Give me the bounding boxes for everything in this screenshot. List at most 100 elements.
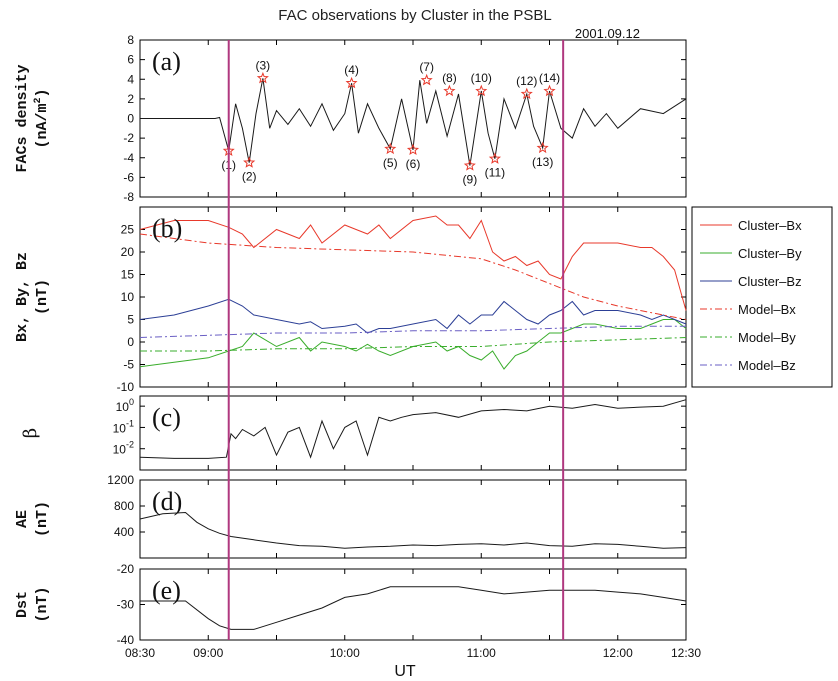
panel-4: 400 800 1200 (d) AE (nT): [14, 473, 687, 559]
series-line-cluster-by: [139, 319, 687, 370]
series-line-p1: [140, 78, 687, 166]
y-tick-label: 20: [121, 245, 135, 259]
figure-date: 2001.09.12: [575, 26, 640, 41]
series-line-model-by: [140, 337, 687, 352]
event-label: (11): [485, 166, 505, 180]
y-axis-unit: (nA/m2): [33, 88, 51, 148]
y-tick-label: -6: [123, 170, 134, 184]
event-label: (4): [344, 63, 359, 77]
y-axis-label: β: [20, 428, 41, 438]
y-tick-label: -8: [123, 190, 134, 204]
panels-group: -8-6-4-202468(1)(2)(3)(4)(5)(6)(7)(8)(9)…: [14, 33, 701, 660]
panel-frame: [139, 479, 687, 559]
y-tick-label: -40: [117, 633, 135, 647]
legend-entry: Model–Bx: [738, 302, 796, 317]
y-tick-label: -10: [117, 380, 135, 394]
panel-1: -8-6-4-202468(1)(2)(3)(4)(5)(6)(7)(8)(9)…: [14, 33, 687, 204]
legend-entry: Cluster–Bx: [738, 218, 802, 233]
y-tick-label: -20: [117, 562, 135, 576]
y-tick-label: -30: [117, 598, 135, 612]
x-tick-label: 12:30: [671, 646, 701, 660]
y-tick-label: -4: [123, 151, 134, 165]
y-tick-label: 15: [121, 268, 135, 282]
event-label: (2): [242, 170, 257, 184]
panel-letter: (c): [152, 403, 181, 432]
event-star: [543, 84, 556, 97]
event-star: [420, 73, 433, 86]
figure-title: FAC observations by Cluster in the PSBL: [278, 7, 551, 24]
y-tick-label: 1200: [107, 473, 134, 487]
event-label: (7): [419, 60, 434, 74]
panel-frame: [139, 206, 687, 388]
y-axis-label: AE: [14, 510, 31, 528]
panel-letter: (a): [152, 47, 181, 76]
legend: Cluster–Bx Cluster–By Cluster–Bz Model–Bx Mo…: [691, 206, 833, 388]
x-tick-label: 09:00: [193, 646, 223, 660]
y-tick-label: 8: [127, 33, 134, 47]
y-axis-label: FACs density: [14, 64, 31, 172]
y-tick-label: 25: [121, 223, 135, 237]
panel-letter: (b): [152, 214, 182, 243]
x-tick-label: 11:00: [467, 646, 496, 660]
legend-entry: Model–Bz: [738, 358, 796, 373]
y-axis-label: Dst: [14, 591, 31, 618]
series-line-p4: [139, 511, 687, 549]
y-tick-label: 10-1: [113, 418, 134, 435]
y-tick-label: 6: [127, 53, 134, 67]
panel-letter: (e): [152, 576, 181, 605]
legend-box: [691, 206, 833, 388]
panel-frame: [139, 568, 687, 641]
series-line-model-bx: [139, 233, 687, 320]
y-tick-label: 4: [127, 72, 134, 86]
panel-2: -10 -5 0 5 10 15 20 25 (b) Bx, By, Bz (nT): [14, 206, 687, 394]
legend-entry: Cluster–Bz: [738, 274, 802, 289]
y-axis-label: Bx, By, Bz: [14, 252, 31, 342]
series-line-cluster-bz: [139, 298, 687, 334]
event-star: [443, 84, 456, 97]
series-line-cluster-bx: [139, 215, 687, 311]
event-star: [463, 159, 476, 171]
y-tick-label: -2: [123, 131, 134, 145]
y-axis-unit: (nT): [34, 501, 51, 537]
panel-3: 10-2 10-1 100 (c) β: [20, 395, 687, 471]
event-star: [243, 156, 256, 168]
x-tick-label: 12:00: [603, 646, 633, 660]
x-axis-label: UT: [394, 663, 416, 680]
series-line-model-bz: [139, 325, 686, 338]
y-tick-label: 800: [114, 499, 134, 513]
y-axis-unit: (nT): [34, 586, 51, 622]
event-star: [345, 76, 358, 89]
panel-frame: [139, 39, 687, 198]
x-tick-label: 08:30: [125, 646, 155, 660]
event-label: (14): [539, 71, 560, 85]
event-star: [406, 143, 420, 155]
x-tick-label: 10:00: [330, 646, 360, 660]
panel-letter: (d): [152, 487, 182, 516]
y-tick-label: 0: [127, 335, 134, 349]
panel-frame: [139, 395, 687, 471]
y-axis-unit: (nT): [34, 279, 51, 315]
event-label: (13): [532, 155, 553, 169]
y-tick-label: 100: [116, 397, 134, 414]
series-line-p5: [140, 586, 687, 630]
event-label: (10): [471, 71, 492, 85]
y-tick-label: -5: [123, 358, 134, 372]
event-star: [384, 142, 397, 155]
event-star: [475, 84, 488, 97]
event-label: (12): [516, 74, 537, 88]
event-label: (9): [463, 173, 478, 187]
y-tick-label: 5: [127, 313, 134, 327]
legend-entry: Model–By: [738, 330, 796, 345]
event-star: [256, 71, 269, 84]
panel-5: -40 -30 -20 (e) Dst (nT) 08:30 09:00 10:00 11:00 1…: [14, 562, 701, 660]
event-label: (5): [383, 156, 398, 170]
series-line-p3: [139, 399, 687, 459]
event-star: [536, 141, 549, 154]
y-tick-label: 0: [127, 112, 134, 126]
event-star: [488, 152, 502, 164]
event-label: (3): [256, 58, 271, 72]
y-tick-label: 2: [127, 92, 134, 106]
y-tick-label: 10: [121, 290, 135, 304]
event-label: (8): [442, 71, 457, 85]
